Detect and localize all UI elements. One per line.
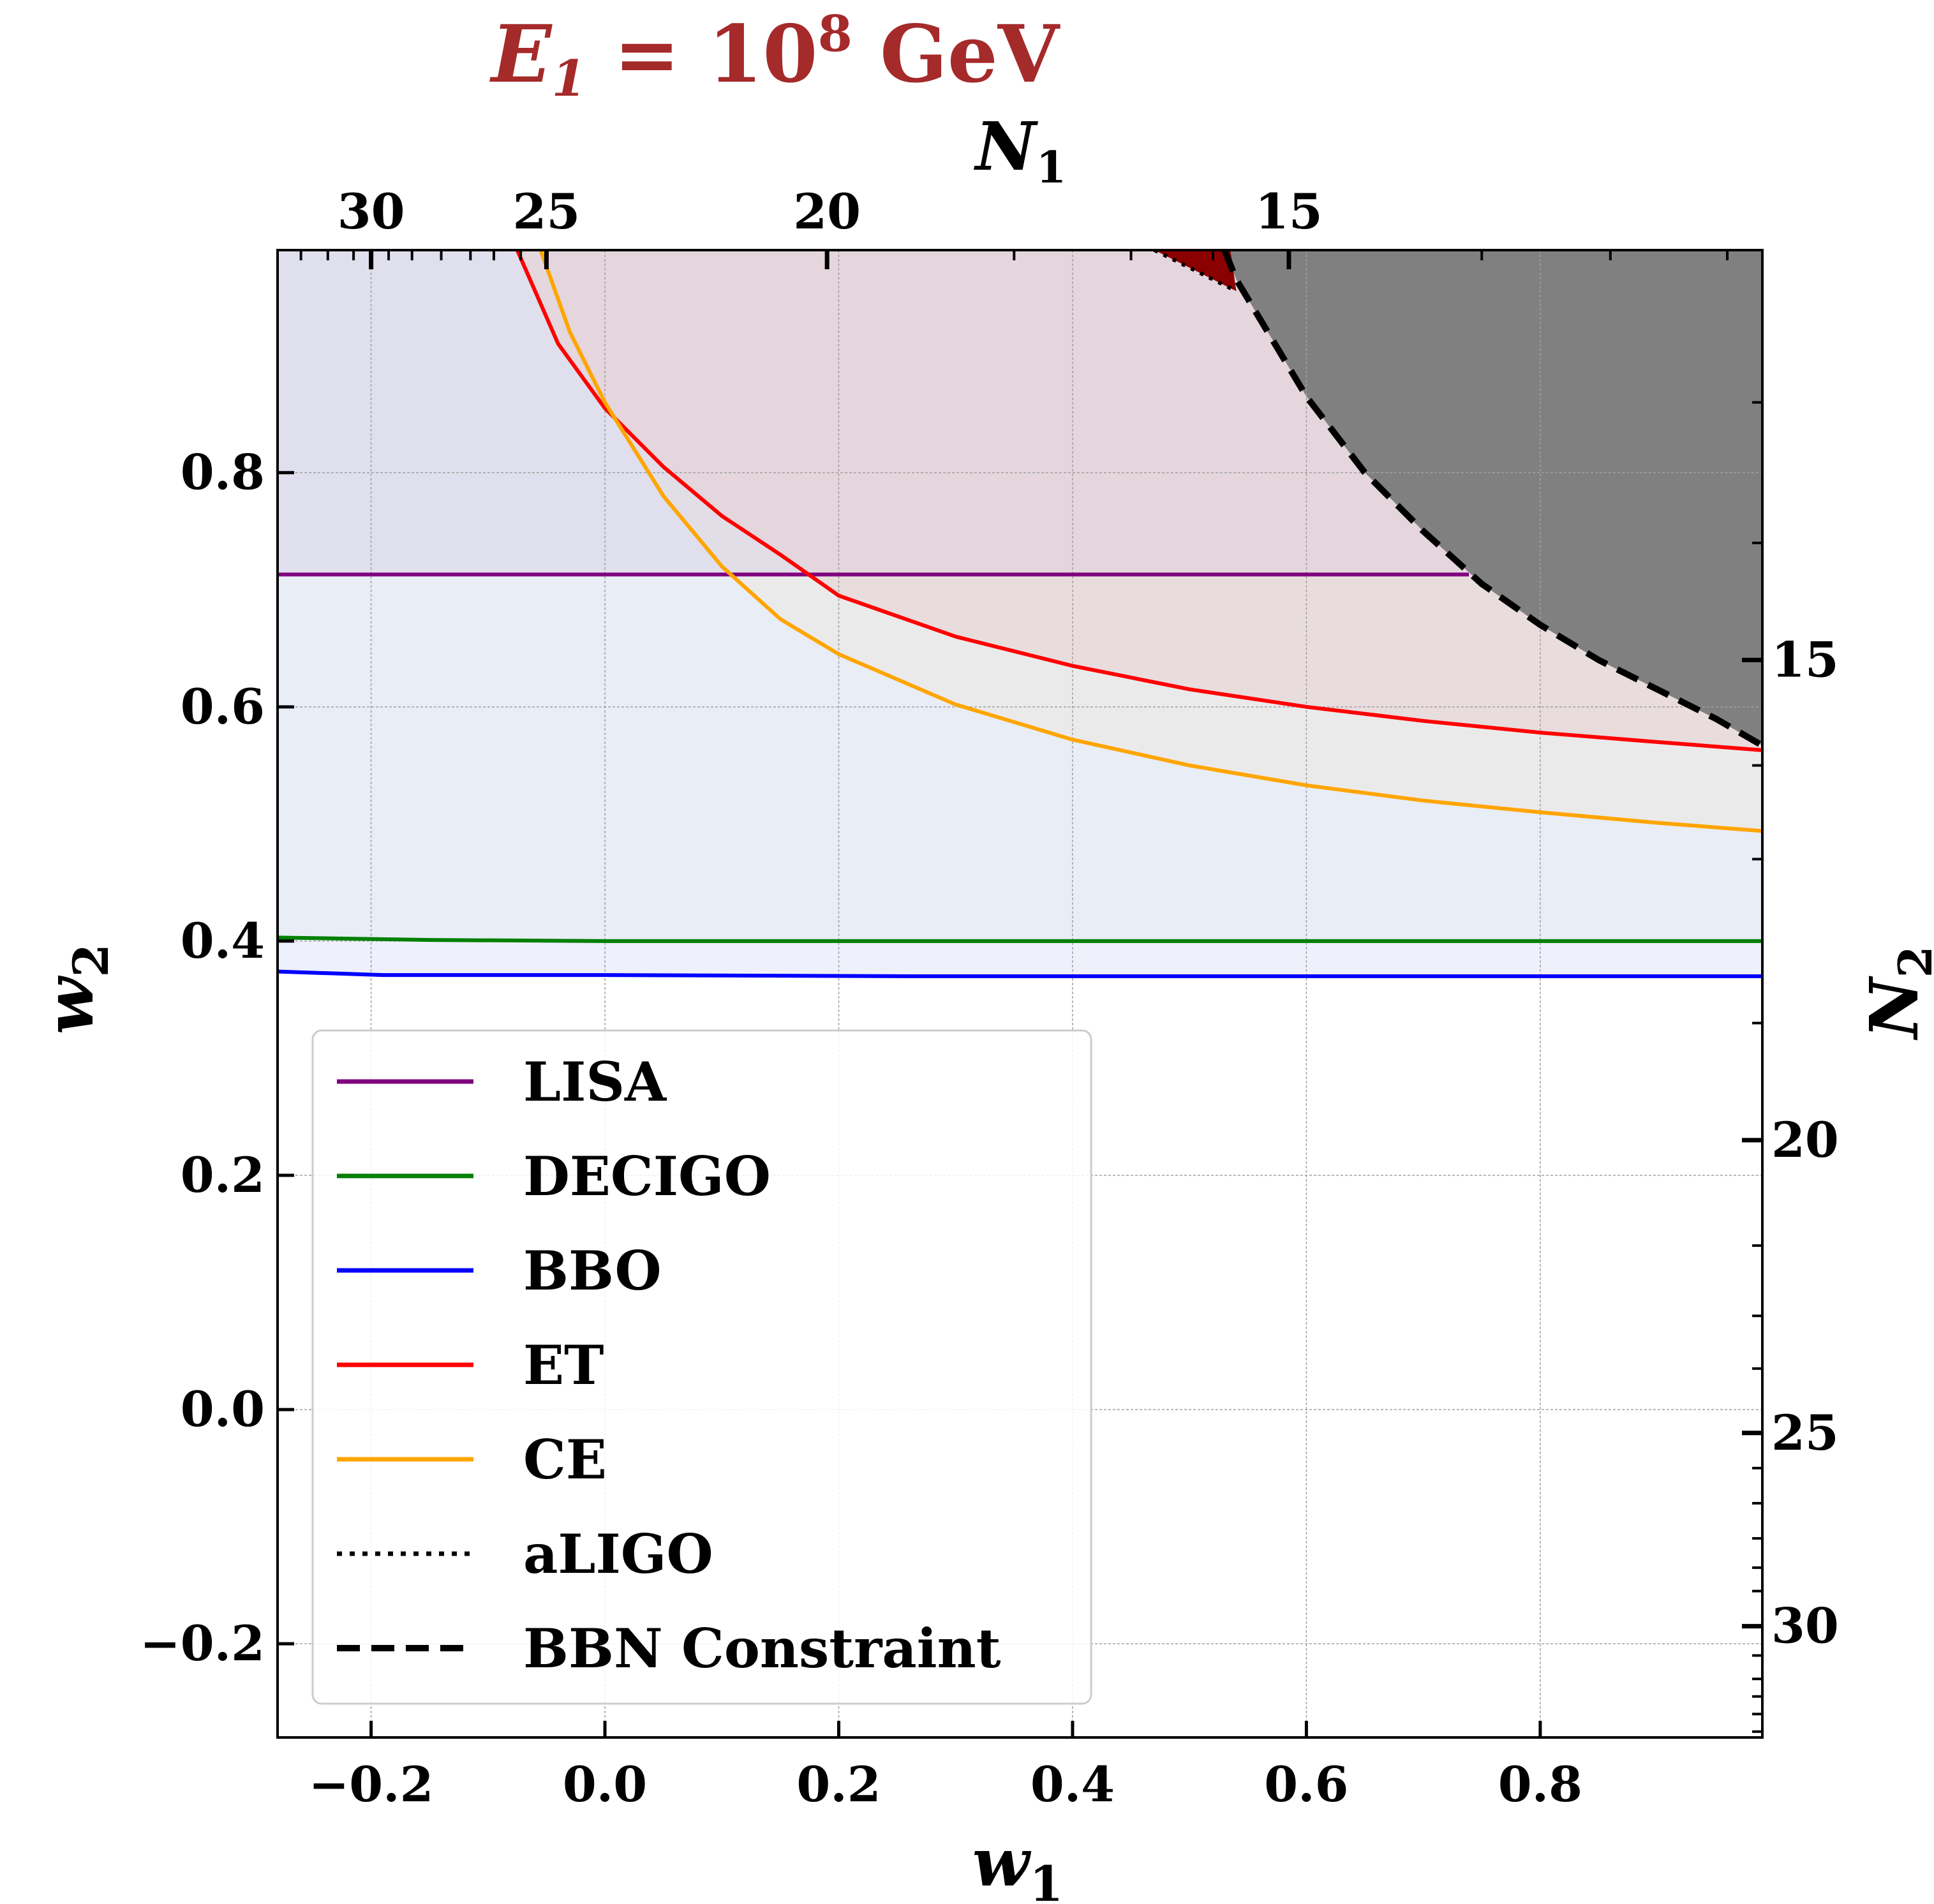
legend-box [311,1029,1092,1705]
top-tick-label: 20 [793,183,861,240]
top-tick-label: 30 [338,183,405,240]
legend-label-aligo: aLIGO [523,1522,713,1586]
x-tick-label: 0.8 [1498,1756,1582,1813]
y-tick-label: 0.0 [181,1381,265,1438]
x-tick-label: −0.2 [309,1756,434,1813]
right-tick-label: 25 [1771,1404,1839,1461]
legend-label-bbn-constraint: BBN Constraint [523,1617,1001,1680]
legend-label-decigo: DECIGO [523,1145,771,1208]
x-tick-label: 0.0 [563,1756,647,1813]
legend-label-ce: CE [523,1428,607,1491]
top-tick-label: 25 [513,183,581,240]
ticks [278,250,1762,1737]
tick-labels: −0.2 0.0 0.2 0.4 0.6 0.8 −0.2 0.0 0.2 0.4 0.6 0.8 30… [140,183,1839,1813]
series-line-decigo [278,935,1762,943]
y-axis-label: w2 [30,944,119,1034]
x-tick-label: 0.2 [796,1756,881,1813]
series-line-aligo [1153,250,1237,293]
legend-label-bbo: BBO [523,1239,662,1302]
series-line-bbo [278,969,1762,978]
right-tick-label: 15 [1771,631,1839,688]
y-tick-label: 0.6 [181,678,265,735]
fill-bbn-constraint [1224,250,1762,746]
series-line-ce [539,250,1762,833]
fill-aligo [1154,250,1237,292]
right-axis-label: N2 [1855,946,1934,1040]
x-axis-label: w1 [972,1823,1063,1904]
series-line-bbn-constraint [1221,250,1762,748]
chart-title: E1 = 108 GeV [489,5,1060,108]
legend-label-lisa: LISA [523,1050,667,1113]
plot-frame [276,249,1764,1739]
series-lines [278,250,1762,978]
y-tick-label: 0.2 [181,1147,265,1203]
series-line-et [515,250,1762,752]
right-tick-label: 20 [1771,1112,1839,1168]
fill-regions [278,250,1762,976]
top-axis-label: N1 [974,107,1066,193]
y-tick-label: −0.2 [140,1615,265,1672]
right-tick-label: 30 [1771,1598,1839,1655]
y-tick-label: 0.4 [181,912,265,969]
x-tick-label: 0.6 [1264,1756,1348,1813]
x-tick-label: 0.4 [1030,1756,1115,1813]
legend: LISA DECIGO BBO ET CE aLIGO BBN Constraint [311,1029,1092,1705]
y-tick-label: 0.8 [181,444,265,501]
top-tick-label: 15 [1255,183,1323,240]
legend-label-et: ET [523,1334,604,1397]
